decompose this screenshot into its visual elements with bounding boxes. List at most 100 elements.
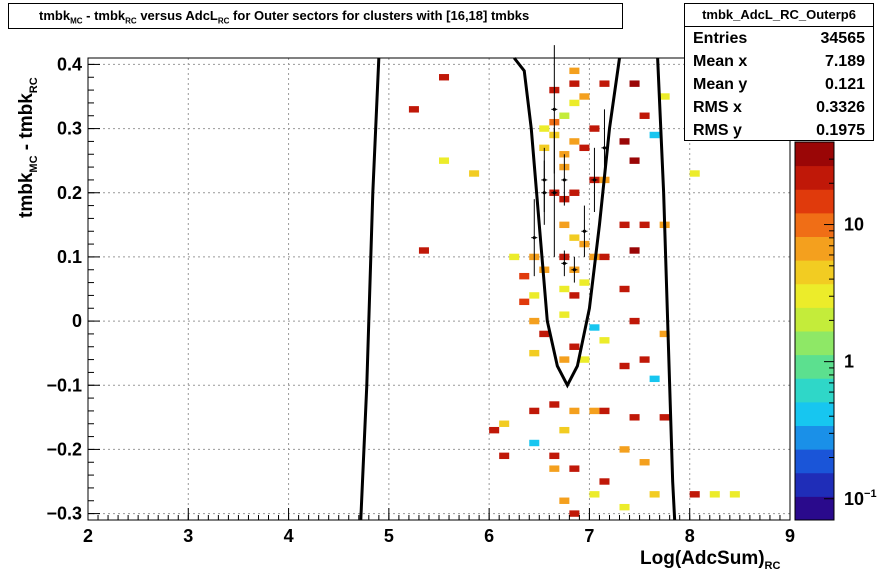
heatmap-cell: [529, 349, 540, 357]
heatmap-cell: [499, 420, 510, 427]
heatmap-cell: [689, 491, 700, 498]
y-tick-label: 0.3: [57, 119, 82, 139]
y-axis-label-part: - tmbk: [16, 93, 37, 156]
heatmap-cell: [559, 426, 570, 434]
color-scale-label: 10: [844, 215, 864, 235]
color-scale-segment: [795, 307, 834, 332]
heatmap-cell: [619, 362, 630, 370]
profile-point: [582, 229, 587, 233]
heatmap-cell: [569, 67, 580, 75]
profile-point: [562, 178, 566, 182]
heatmap-cell: [539, 125, 550, 132]
heatmap-cell: [499, 452, 510, 460]
stats-label: Entries: [693, 30, 748, 47]
x-tick-label: 9: [785, 526, 795, 546]
heatmap-cell: [559, 112, 570, 119]
x-tick-label: 8: [685, 526, 695, 546]
stats-label: Mean x: [693, 53, 748, 70]
color-scale-segment: [795, 142, 834, 167]
x-tick-label: 2: [83, 526, 93, 546]
color-scale-segment: [795, 165, 834, 190]
title-subscript: MC: [70, 16, 83, 26]
stats-histogram-name: tmbk_AdcL_RC_Outerp6: [685, 4, 873, 27]
fit-curve-left: [359, 57, 381, 521]
stats-label: RMS y: [693, 122, 742, 139]
heatmap-cell: [649, 375, 660, 383]
x-tick-label: 5: [384, 526, 394, 546]
heatmap-cell: [639, 459, 650, 466]
title-subscript: RC: [217, 16, 230, 26]
y-tick-label: 0.1: [57, 247, 82, 267]
heatmap-cell: [559, 311, 570, 318]
heatmap-cell: [559, 285, 570, 293]
heatmap-cell: [589, 125, 600, 132]
title-part: for Outer sectors for clusters with [16,…: [229, 8, 530, 23]
x-tick-label: 4: [284, 526, 294, 546]
stats-box: tmbk_AdcL_RC_Outerp6 Entries 34565 Mean x…: [684, 3, 874, 141]
heatmap-cell: [599, 478, 610, 485]
heatmap-cell: [729, 491, 740, 498]
y-tick-label: 0: [72, 311, 82, 331]
heatmap-cell: [569, 343, 580, 350]
heatmap-cell: [589, 491, 600, 498]
stats-value: 0.121: [824, 76, 865, 93]
heatmap-cell: [529, 317, 540, 325]
stats-label: RMS x: [693, 99, 742, 116]
heatmap-cell: [408, 106, 419, 113]
heatmap-cell: [549, 465, 560, 472]
profile-point: [542, 178, 546, 182]
heatmap-cell: [569, 292, 580, 299]
heatmap-cell: [439, 74, 450, 81]
heatmap-cell: [619, 503, 630, 511]
color-scale-segment: [795, 472, 834, 497]
y-tick-label: −0.2: [46, 439, 82, 459]
heatmap-cell: [569, 234, 580, 241]
stats-value: 0.1975: [816, 122, 865, 139]
title-part: versus AdcL: [136, 8, 218, 23]
heatmap-cell: [689, 170, 700, 177]
heatmap-cell: [519, 272, 530, 280]
color-scale-segment: [795, 378, 834, 403]
color-scale-label: 1: [844, 352, 854, 372]
heatmap-cell: [599, 407, 610, 415]
color-scale-segment: [795, 283, 834, 308]
y-tick-label: 0.2: [57, 183, 82, 203]
stats-row-mean-y: Mean y 0.121: [685, 73, 873, 96]
x-tick-label: 3: [183, 526, 193, 546]
profile-point: [572, 268, 576, 272]
heatmap-cell: [439, 157, 450, 164]
profile-point: [562, 261, 566, 265]
heatmap-cell: [579, 356, 590, 363]
x-axis-label-subscript: RC: [764, 559, 781, 572]
color-scale-frame: [794, 141, 835, 521]
color-scale-segment: [795, 331, 834, 356]
heatmap-cell: [629, 157, 640, 164]
title-subscript: RC: [125, 16, 137, 26]
x-axis-label-text: Log(AdcSum)RC: [640, 548, 781, 572]
y-axis-label-text: tmbkMC - tmbkRC: [16, 77, 40, 218]
plot-title-text: tmbkMC - tmbkRC versus AdcLRC for Outer …: [39, 8, 530, 26]
heatmap-cell: [599, 80, 610, 87]
heatmap-cell: [629, 414, 640, 421]
heatmap-cell: [599, 337, 610, 344]
profile-point: [532, 236, 536, 240]
stats-row-entries: Entries 34565: [685, 27, 873, 50]
color-scale-segment: [795, 496, 834, 521]
color-scale-segment: [795, 354, 834, 379]
heatmap-cell: [469, 170, 480, 177]
title-part: tmbk: [39, 8, 71, 23]
heatmap-cell: [579, 279, 590, 286]
heatmap-cell: [619, 285, 630, 293]
heatmap-cell: [539, 330, 550, 338]
heatmap-cell: [619, 446, 630, 453]
color-scale-exponent: −1: [864, 488, 877, 500]
y-tick-label: −0.3: [46, 504, 82, 524]
heatmap-cell: [639, 221, 650, 229]
color-scale-segment: [795, 260, 834, 285]
x-axis-label: Log(AdcSum)RC: [640, 548, 780, 572]
heatmap-cell: [569, 99, 580, 107]
x-tick-label: 6: [484, 526, 494, 546]
heatmap-cell: [559, 497, 570, 504]
heatmap-cell: [569, 465, 580, 472]
color-scale-segment: [795, 189, 834, 214]
